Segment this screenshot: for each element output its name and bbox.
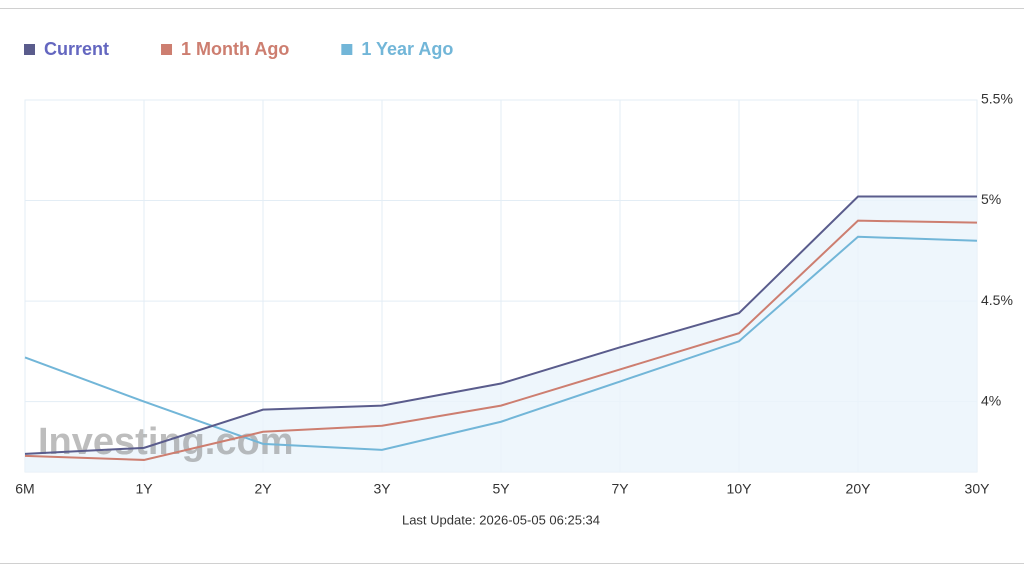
y-tick-label: 5.5% (981, 91, 1013, 107)
legend-swatch (24, 44, 35, 55)
footer: Last Update: 2026-05-05 06:25:34 (402, 512, 600, 527)
area-fill (25, 196, 977, 472)
x-tick-label: 7Y (611, 481, 629, 497)
series-line (24, 219, 978, 461)
x-tick-label: 2Y (254, 481, 272, 497)
legend-swatch (341, 44, 353, 55)
legend-label: 1 Year Ago (361, 39, 453, 59)
x-tick-label: 5Y (492, 481, 510, 497)
legend-swatch (161, 44, 173, 55)
y-tick-label: 4.5% (981, 292, 1013, 308)
y-tick-label: 4% (981, 392, 1001, 408)
x-tick-label: 3Y (373, 481, 391, 497)
x-tick-label: 1Y (135, 481, 153, 497)
series-line (24, 235, 978, 451)
legend-label: 1 Month Ago (181, 39, 289, 59)
y-tick-label: 5% (981, 191, 1001, 207)
watermark: Investing.com (38, 421, 294, 463)
series-line (24, 195, 977, 455)
legend-label: Current (44, 39, 109, 59)
x-tick-label: 6M (15, 481, 34, 497)
x-tick-label: 30Y (965, 481, 991, 497)
x-tick-label: 20Y (846, 481, 872, 497)
x-tick-label: 10Y (727, 481, 753, 497)
